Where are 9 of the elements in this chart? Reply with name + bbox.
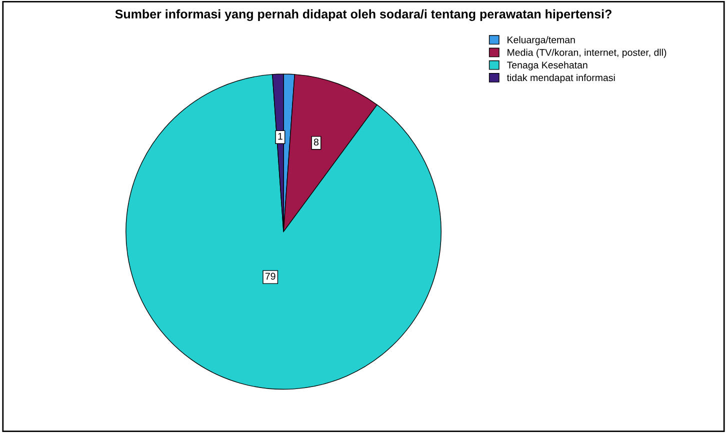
legend-label: Keluarga/teman (508, 36, 575, 46)
legend-label: Media (TV/koran, internet, poster, dll) (508, 48, 666, 58)
legend-label: Tenaga Kesehatan (507, 61, 588, 70)
pie-slice (126, 74, 442, 390)
chart-title: Sumber informasi yang pernah didapat oleh sodara/i tentang perawatan hipertensi? (115, 9, 612, 22)
legend-label: tidak mendapat informasi (506, 74, 615, 84)
data-label: 8 (314, 138, 319, 146)
data-label: 79 (265, 272, 276, 280)
data-label: 1 (278, 132, 282, 140)
